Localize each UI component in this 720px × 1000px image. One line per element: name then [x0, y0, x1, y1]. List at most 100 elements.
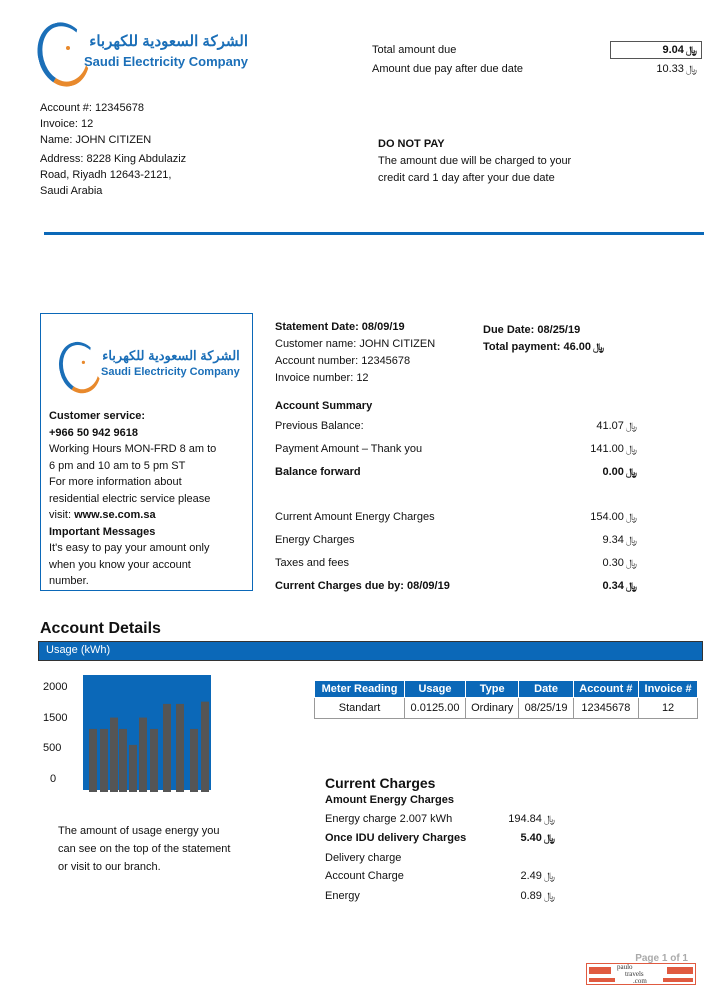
- customer-name: Customer name: JOHN CITIZEN: [275, 338, 436, 350]
- usage-note-line: The amount of usage energy you: [58, 825, 220, 837]
- table-cell: 12345678: [572, 697, 640, 719]
- message-line: It's easy to pay your amount only: [49, 542, 210, 554]
- summary-row: Current Charges due by: 08/09/19 0.34 ﷼: [275, 580, 637, 603]
- summary-value-wrap: 141.00 ﷼: [590, 443, 637, 466]
- summary-value: 154.00: [590, 511, 624, 523]
- usage-bar: [129, 744, 137, 792]
- charge-row: Energy 0.89 ﷼: [325, 887, 555, 907]
- do-not-pay-notice: DO NOT PAY The amount due will be charge…: [378, 136, 571, 187]
- charge-row: Once IDU delivery Charges 5.40 ﷼: [325, 829, 555, 849]
- charge-value: 5.40: [520, 832, 542, 844]
- summary-value-wrap: 9.34 ﷼: [603, 534, 638, 557]
- y-tick-label: 2000: [43, 681, 68, 693]
- summary-value-wrap: 154.00 ﷼: [590, 511, 637, 534]
- charge-value-wrap: 5.40 ﷼: [521, 829, 556, 849]
- current-charges: Current Charges Amount Energy Charges En…: [325, 775, 555, 906]
- address-line: Saudi Arabia: [40, 185, 103, 197]
- table-cell: 12: [638, 697, 698, 719]
- watermark-text: paulo: [617, 963, 633, 971]
- summary-title: Account Summary: [275, 400, 373, 412]
- visit-label: visit:: [49, 509, 75, 521]
- usage-bar: [139, 717, 147, 792]
- notice-line: credit card 1 day after your due date: [378, 172, 555, 184]
- currency-icon: ﷼: [543, 871, 555, 882]
- logo-english-text: Saudi Electricity Company: [84, 53, 248, 69]
- statement-info: Statement Date: 08/09/19 Customer name: …: [275, 319, 435, 387]
- summary-value-wrap: 0.30 ﷼: [603, 557, 638, 580]
- usage-note-line: or visit to our branch.: [58, 861, 161, 873]
- statement-date: Statement Date: 08/09/19: [275, 321, 405, 333]
- cs-title: Customer service:: [49, 410, 145, 422]
- usage-label: Usage (kWh): [46, 644, 111, 656]
- table-cell: Standart: [313, 697, 406, 719]
- currency-icon: ﷼: [543, 813, 555, 825]
- usage-bar: [176, 703, 184, 792]
- currency-icon: ﷼: [625, 558, 637, 569]
- watermark: Page 1 of 1 paulo travels .com: [586, 953, 696, 985]
- charge-label: Account Charge: [325, 870, 404, 882]
- currency-icon: ﷼: [625, 581, 637, 592]
- currency-icon: ﷼: [625, 512, 637, 523]
- total-payment: Total payment: 46.00: [483, 341, 591, 353]
- currency-icon: ﷼: [625, 421, 637, 432]
- summary-label: Current Amount Energy Charges: [275, 511, 435, 523]
- charge-label: Energy: [325, 889, 360, 902]
- website-link[interactable]: www.se.com.sa: [74, 509, 156, 521]
- y-tick-label: 1500: [43, 711, 68, 724]
- watermark-frame: paulo travels .com: [586, 963, 696, 985]
- summary-row: Previous Balance: 41.07 ﷼: [275, 420, 637, 443]
- charge-row: Energy charge 2.007 kWh 194.84 ﷼: [325, 810, 555, 830]
- y-tick-label: 500: [43, 742, 62, 754]
- watermark-text: .com: [633, 977, 647, 985]
- summary-row: Energy Charges 9.34 ﷼: [275, 534, 637, 557]
- account-details-title: Account Details: [40, 620, 161, 637]
- table-header: Meter Reading: [313, 680, 406, 698]
- hours-line: Working Hours MON-FRD 8 am to: [49, 443, 217, 455]
- messages-title: Important Messages: [49, 525, 156, 538]
- usage-chart-svg: [83, 675, 211, 792]
- summary-label: Payment Amount – Thank you: [275, 443, 423, 455]
- usage-header-bar: Usage (kWh): [38, 641, 703, 661]
- table-header: Date: [518, 680, 574, 698]
- logo-arc-icon: [36, 20, 84, 80]
- divider: [44, 232, 704, 235]
- summary-value-wrap: 0.00 ﷼: [603, 466, 638, 489]
- watermark-text: travels: [625, 970, 644, 978]
- currency-icon: ﷼: [543, 890, 555, 902]
- summary-value: 9.34: [602, 534, 624, 546]
- hours-line: 6 pm and 10 am to 5 pm ST: [49, 459, 186, 472]
- charge-value: 0.89: [520, 889, 542, 902]
- info-line: For more information about: [49, 476, 182, 488]
- total-due-label: Total amount due: [372, 44, 457, 56]
- address-line: Road, Riyadh 12643-2121,: [40, 169, 172, 181]
- usage-bar: [150, 728, 158, 792]
- due-date: Due Date: 08/25/19: [483, 324, 581, 336]
- notice-title: DO NOT PAY: [378, 138, 445, 150]
- summary-value: 0.30: [602, 557, 624, 569]
- table-header: Invoice #: [638, 680, 698, 698]
- currency-icon: ﷼: [685, 64, 697, 75]
- current-charges-title: Current Charges: [325, 775, 436, 791]
- total-due-value: 9.04: [662, 44, 684, 56]
- charge-label: Energy charge 2.007 kWh: [325, 812, 453, 825]
- charge-row: Delivery charge: [325, 849, 555, 868]
- currency-icon: ﷼: [625, 535, 637, 546]
- company-logo: الشركة السعودية للكهرباء Saudi Electricit…: [36, 20, 248, 80]
- charge-value: 2.49: [520, 870, 542, 882]
- currency-icon: ﷼: [593, 342, 605, 353]
- total-due-box: 9.04 ﷼: [610, 41, 702, 59]
- usage-bar: [201, 701, 209, 792]
- customer-info: Account #: 12345678 Invoice: 12 Name: JO…: [40, 100, 186, 199]
- name-line: Name: JOHN CITIZEN: [40, 134, 152, 146]
- currency-icon: ﷼: [685, 45, 697, 56]
- due-info: Due Date: 08/25/19 Total payment: 46.00 ﷼: [483, 322, 604, 356]
- amount-due-block: Total amount due 9.04 ﷼ Amount due pay af…: [372, 41, 702, 75]
- table-row: Standart 0.0125.00 Ordinary 08/25/19 1234567…: [313, 697, 698, 719]
- summary-label: Previous Balance:: [275, 420, 364, 432]
- summary-label: Energy Charges: [275, 534, 355, 546]
- logo-arabic-text: الشركة السعودية للكهرباء: [102, 347, 240, 363]
- logo-arabic-text: الشركة السعودية للكهرباء: [89, 32, 248, 50]
- currency-icon: ﷼: [625, 444, 637, 455]
- usage-note: The amount of usage energy you can see o…: [58, 822, 230, 876]
- address-line: Address: 8228 King Abdulaziz: [40, 153, 187, 165]
